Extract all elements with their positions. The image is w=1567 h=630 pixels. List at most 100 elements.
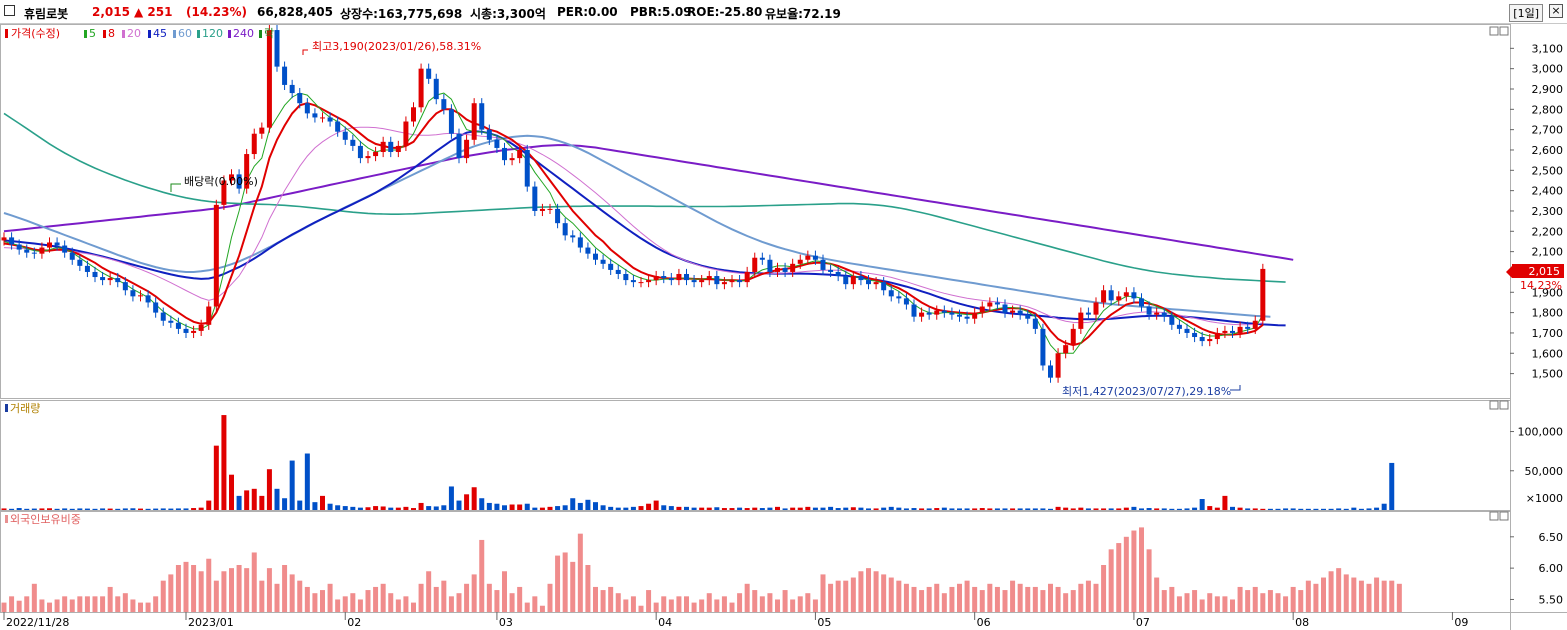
candle-body [881, 282, 887, 291]
close-panel-icon[interactable] [1499, 511, 1509, 521]
foreign-ratio-bar [1336, 568, 1342, 612]
maximize-panel-icon[interactable] [1489, 26, 1499, 36]
candle-body [668, 278, 674, 281]
foreign-ratio-bar [843, 580, 849, 612]
candle-body [790, 263, 796, 272]
foreign-ratio-bar [585, 565, 591, 612]
legend-marker [5, 29, 8, 38]
foreign-ratio-bar [524, 602, 530, 612]
foreign-ratio-bar [229, 568, 234, 612]
candle-body [479, 103, 485, 130]
volume-bar [395, 507, 401, 510]
foreign-ratio-bar [1040, 590, 1046, 612]
candle-body [304, 103, 310, 114]
foreign-ratio-bar [767, 593, 773, 612]
candle-body [1123, 292, 1129, 297]
volume-bar [92, 508, 98, 510]
candle-body [486, 129, 492, 140]
close-button[interactable]: × [1549, 4, 1563, 18]
candle-body [1222, 330, 1228, 333]
candle-body [365, 156, 371, 159]
candle-body [1116, 296, 1122, 301]
foreign-ratio-bar [486, 583, 492, 612]
volume-bar [236, 495, 242, 510]
volume-bar [608, 506, 614, 510]
foreign-ratio-bar [600, 590, 606, 612]
change-pct-label: 14.23% [1520, 279, 1562, 292]
volume-bar [1366, 508, 1372, 510]
candle-body [873, 282, 879, 285]
candle-body [1199, 337, 1205, 342]
foreign-ratio-bar [1396, 583, 1402, 612]
candle-body [994, 302, 1000, 305]
candle-body [509, 158, 515, 161]
foreign-ratio-bar [54, 599, 60, 612]
volume-tick-label: 100,000 [1518, 426, 1564, 439]
volume-bar [911, 508, 917, 510]
select-checkbox[interactable] [4, 5, 15, 16]
volume-bar [646, 503, 652, 510]
timeframe-button[interactable]: [1일] [1509, 4, 1543, 22]
volume-bar [320, 495, 325, 510]
foreign-ratio-bar [1055, 586, 1061, 612]
candle-body [752, 257, 758, 272]
y-tick-label: 2,500 [1532, 164, 1564, 177]
foreign-title-marker [5, 515, 8, 523]
legend-marker [259, 30, 262, 38]
foreign-ratio-bar [812, 599, 818, 612]
foreign-ratio-bar [964, 580, 970, 612]
foreign-ratio-bar [1078, 583, 1084, 612]
foreign-ratio-bar [441, 580, 447, 612]
volume-bar [934, 508, 940, 510]
candle-body [721, 282, 727, 285]
candle-body [896, 296, 902, 299]
candle-body [1063, 345, 1069, 354]
candle-body [494, 139, 500, 148]
ma120-line [3, 112, 1286, 283]
foreign-ratio-bar [1199, 599, 1205, 612]
foreign-ratio-bar [744, 583, 750, 612]
price-change: ▲ 251 [134, 5, 173, 19]
foreign-ratio-bar [638, 605, 644, 612]
foreign-ratio-bar [1214, 596, 1220, 612]
volume-bar [191, 508, 197, 510]
maximize-panel-icon[interactable] [1489, 511, 1499, 521]
foreign-ratio-bar [820, 574, 826, 612]
volume-bar [1298, 508, 1304, 510]
foreign-ratio-bar [502, 571, 507, 612]
foreign-ratio-bar [1290, 586, 1296, 612]
foreign-ratio-bar [881, 574, 887, 612]
volume-bar [653, 500, 659, 510]
foreign-ratio-bar [327, 583, 333, 612]
legend-ma8: 8 [108, 27, 115, 40]
high-annotation: 최고3,190(2023/01/26),58.31% [312, 40, 481, 53]
candle-body [1032, 318, 1038, 329]
maximize-panel-icon[interactable] [1489, 400, 1499, 410]
foreign-ratio-bar [1010, 580, 1016, 612]
foreign-ratio-bar [62, 596, 68, 612]
candle-body [972, 312, 978, 319]
candle-body [145, 295, 151, 303]
candle-body [327, 117, 333, 122]
foreign-ratio-bar [911, 586, 917, 612]
volume-bar [494, 503, 500, 510]
volume-bar [213, 445, 219, 510]
volume-bar [820, 507, 826, 510]
foreign-ratio-bar [1116, 543, 1122, 612]
candle-body [115, 278, 121, 283]
candle-body [555, 208, 561, 224]
candle-body [820, 259, 826, 270]
stock-chart[interactable]: 1,5001,6001,7001,8001,9002,0002,1002,200… [0, 24, 1567, 630]
foreign-ratio-bar [1123, 536, 1129, 612]
foreign-ratio-bar [1283, 596, 1289, 612]
foreign-ratio-bar [1267, 590, 1273, 612]
close-panel-icon[interactable] [1499, 26, 1509, 36]
foreign-ratio-bar [972, 586, 978, 612]
axis-labels: 1,5001,6001,7001,8001,9002,0002,1002,200… [3, 42, 1564, 629]
candle-body [1025, 314, 1031, 319]
close-panel-icon[interactable] [1499, 400, 1509, 410]
candle-body [433, 78, 439, 100]
volume-bar [100, 508, 106, 510]
foreign-ratio-bar [1139, 527, 1144, 612]
candle-body [62, 245, 68, 253]
